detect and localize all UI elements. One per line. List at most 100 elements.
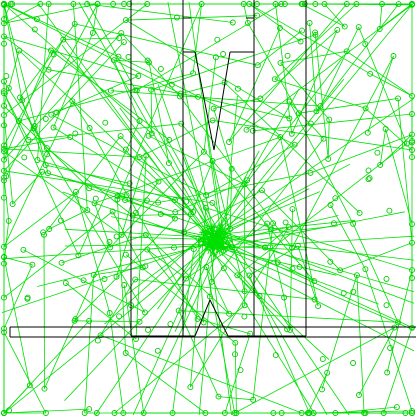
waypoint-node — [109, 208, 116, 215]
waypoint-node — [262, 244, 268, 251]
waypoint-node — [31, 26, 38, 33]
path-segment — [316, 3, 399, 112]
path-segment — [5, 3, 98, 177]
waypoint-node — [361, 410, 368, 416]
path-segment — [280, 50, 347, 64]
waypoint-node — [270, 410, 277, 416]
waypoint-node — [15, 118, 22, 124]
waypoint-node — [73, 188, 79, 195]
waypoint-node — [383, 302, 390, 309]
path-segment — [249, 245, 299, 276]
waypoint-node — [168, 81, 175, 88]
waypoint-node — [115, 53, 122, 60]
waypoint-node — [58, 259, 65, 266]
waypoint-node — [48, 47, 54, 54]
waypoint-node — [202, 410, 209, 416]
waypoint-node — [45, 170, 51, 177]
waypoint-node — [327, 258, 334, 265]
waypoint-node — [301, 1, 308, 7]
path-segment — [158, 172, 311, 203]
path-segment — [298, 98, 399, 114]
waypoint-node — [37, 1, 44, 7]
waypoint-node — [356, 209, 363, 216]
waypoint-node — [209, 117, 216, 124]
waypoint-node — [312, 31, 319, 38]
waypoint-node — [409, 111, 415, 117]
path-segment — [43, 135, 121, 236]
waypoint-node — [53, 109, 60, 116]
path-segment — [205, 207, 413, 271]
path-segment — [3, 151, 122, 236]
path-segment — [274, 78, 366, 109]
waypoint-node — [122, 17, 129, 24]
path-segment — [74, 320, 140, 323]
waypoint-node — [94, 337, 101, 344]
waypoint-node — [340, 290, 347, 297]
waypoint-node — [289, 206, 296, 213]
path-segment — [178, 310, 219, 397]
path-segment — [335, 406, 397, 414]
path-segment — [3, 257, 31, 386]
waypoint-node — [241, 313, 248, 320]
path-segment — [234, 342, 237, 414]
waypoint-node — [40, 229, 47, 236]
waypoint-node — [142, 263, 149, 270]
waypoint-node — [285, 224, 292, 231]
waypoint-node — [187, 384, 194, 391]
path-segment — [74, 218, 176, 322]
path-segment — [229, 168, 233, 229]
path-segment — [3, 3, 41, 24]
waypoint-node — [142, 309, 148, 316]
waypoint-node — [143, 152, 150, 159]
waypoint-node — [190, 208, 197, 215]
path-segment — [61, 234, 146, 264]
path-segment — [73, 3, 88, 211]
path-segment — [139, 120, 213, 158]
waypoint-node — [271, 76, 278, 83]
waypoint-node — [57, 217, 64, 224]
waypoint-node — [312, 1, 319, 7]
path-segment — [3, 3, 98, 24]
waypoint-node — [281, 294, 288, 301]
path-segment — [277, 262, 315, 282]
waypoint-node — [72, 316, 79, 323]
waypoint-node — [62, 280, 69, 286]
waypoint-node — [409, 1, 415, 7]
wall-segment — [194, 299, 211, 337]
path-segment — [223, 230, 350, 416]
waypoint-node — [278, 1, 285, 7]
waypoint-node — [390, 53, 397, 59]
path-segment — [157, 238, 207, 310]
waypoint-node — [172, 215, 178, 222]
path-segment — [291, 55, 394, 248]
path-segment — [330, 204, 366, 270]
waypoint-node — [206, 293, 213, 300]
waypoint-node — [366, 175, 373, 182]
waypoint-node — [259, 187, 265, 194]
waypoint-node — [395, 95, 401, 102]
waypoint-node — [297, 38, 304, 45]
path-segment — [234, 327, 395, 414]
obstacle-walls — [9, 0, 416, 338]
waypoint-node — [1, 167, 7, 174]
waypoint-node — [214, 36, 221, 43]
path-segment — [179, 96, 293, 248]
path-segment — [147, 60, 181, 97]
waypoint-node — [144, 246, 151, 253]
waypoint-node — [24, 294, 31, 301]
waypoint-node — [41, 231, 47, 238]
waypoint-node — [45, 66, 52, 73]
waypoint-node — [132, 87, 139, 94]
path-segment — [237, 143, 408, 276]
path-segment — [249, 3, 301, 42]
waypoint-node — [393, 404, 400, 411]
waypoint-node — [122, 197, 129, 204]
waypoint-node — [120, 410, 127, 416]
waypoint-node — [281, 1, 288, 7]
path-segment — [224, 234, 328, 416]
path-segment — [205, 144, 295, 196]
path-segment — [148, 135, 245, 185]
waypoint-node — [288, 130, 295, 137]
waypoint-node — [377, 161, 384, 168]
path-segment — [212, 163, 351, 237]
